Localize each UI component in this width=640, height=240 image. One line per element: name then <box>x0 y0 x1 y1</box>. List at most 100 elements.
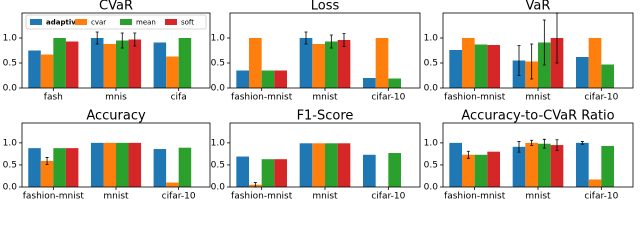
error-bar <box>342 33 346 47</box>
x-tick-label: mnist <box>525 93 551 103</box>
x-tick-label: cifa <box>171 93 187 103</box>
bar <box>601 64 614 88</box>
bar <box>325 41 338 88</box>
x-tick-label: cifar-10 <box>371 192 405 202</box>
x-tick-label: fashion-mnist <box>444 192 506 202</box>
bar <box>116 40 129 88</box>
y-tick-label: 0.0 <box>3 183 18 193</box>
error-bar <box>517 45 521 76</box>
x-tick-label: cifar-10 <box>584 192 618 202</box>
bar <box>103 44 116 88</box>
x-tick-label: mnist <box>312 192 338 202</box>
x-tick-label: mnist <box>103 192 129 202</box>
bar <box>525 142 538 187</box>
chart-title: Accuracy <box>86 109 146 124</box>
bar <box>576 57 589 88</box>
x-tick-label: fashion-mnist <box>23 192 85 202</box>
chart-title: CVaR <box>99 0 133 14</box>
x-tick-label: mnis <box>105 93 127 103</box>
y-tick-label: 0.5 <box>211 59 225 69</box>
bar <box>462 38 475 88</box>
bar <box>28 148 41 187</box>
axes-frame <box>229 122 421 188</box>
bar <box>512 146 526 187</box>
y-tick-label: 0.0 <box>3 84 18 94</box>
legend-box <box>25 14 207 30</box>
bar <box>274 70 287 88</box>
bar <box>363 154 376 187</box>
x-tick-label: fash <box>44 93 63 103</box>
error-bar <box>517 141 521 153</box>
bar <box>40 54 54 88</box>
axes-frame <box>442 122 634 188</box>
x-tick-label: fashion-mnist <box>231 93 293 103</box>
bar <box>388 78 401 88</box>
bar <box>462 154 475 187</box>
bar <box>28 50 41 88</box>
figure: CVaR 0.0 0.5 1.0 fash mnis cifa adaptive cvar mea… <box>3 0 634 202</box>
bar <box>90 38 104 88</box>
axes-frame <box>21 122 211 188</box>
x-tick-label: cifar-10 <box>371 93 405 103</box>
chart-title: VaR <box>526 0 551 14</box>
bar <box>153 42 167 88</box>
bar <box>601 145 614 187</box>
bar <box>236 156 249 187</box>
bar <box>178 38 192 88</box>
y-tick-label: 1.0 <box>211 138 226 148</box>
legend-label: mean <box>136 19 156 27</box>
bar <box>166 56 179 88</box>
y-tick-label: 1.0 <box>424 138 439 148</box>
bar <box>538 143 551 187</box>
bar <box>116 142 129 187</box>
legend-swatch <box>120 19 132 25</box>
bar <box>178 147 192 187</box>
axes-frame <box>21 12 211 89</box>
error-bar <box>95 31 99 45</box>
bar <box>474 154 488 187</box>
bar <box>449 50 462 88</box>
bar <box>40 160 54 187</box>
y-tick-label: 1.0 <box>3 34 18 44</box>
error-bar <box>580 141 584 145</box>
legend-label: cvar <box>91 19 106 27</box>
y-tick-label: 1.0 <box>424 34 439 44</box>
x-tick-label: fashion-mnist <box>444 93 506 103</box>
bar <box>128 39 142 88</box>
bar <box>388 153 401 187</box>
chart-title: F1-Score <box>297 109 354 124</box>
y-tick-label: 0.5 <box>3 59 17 69</box>
axes-frame <box>229 12 421 89</box>
x-tick-label: mnist <box>525 192 551 202</box>
legend-swatch <box>75 19 87 25</box>
legend-swatch <box>30 19 42 25</box>
bar <box>128 142 142 187</box>
y-tick-label: 0.0 <box>424 183 439 193</box>
bar <box>337 40 351 88</box>
x-tick-label: fashion-mnist <box>231 192 293 202</box>
error-bar <box>329 34 333 49</box>
x-tick-label: cifar-10 <box>584 93 618 103</box>
y-tick-label: 0.5 <box>424 59 438 69</box>
bar <box>65 148 79 187</box>
bar <box>337 143 351 187</box>
error-bar <box>304 31 308 45</box>
bar <box>375 38 389 88</box>
error-bar <box>530 139 534 146</box>
y-tick-label: 0.0 <box>424 84 439 94</box>
error-bar <box>45 157 49 165</box>
bar <box>166 182 179 187</box>
bar <box>65 41 79 88</box>
bar <box>312 143 325 187</box>
y-tick-label: 0.5 <box>424 160 438 170</box>
bar <box>588 38 602 88</box>
error-bar <box>466 150 470 159</box>
bar <box>236 70 249 88</box>
legend-label: soft <box>181 19 194 27</box>
bar <box>325 143 338 187</box>
error-bar <box>542 19 546 66</box>
y-tick-label: 1.0 <box>211 34 226 44</box>
x-tick-label: mnist <box>312 93 338 103</box>
error-bar <box>530 43 534 80</box>
error-bar <box>133 32 137 47</box>
